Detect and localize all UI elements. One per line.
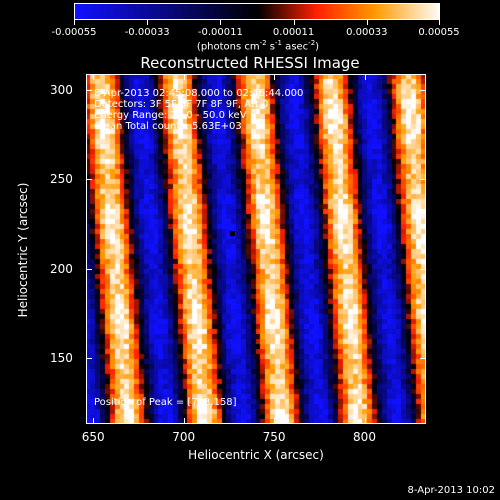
annotation-total-counts: Clean Total counts: 5.63E+03 bbox=[94, 121, 242, 132]
colorbar-tick-label: 0.00033 bbox=[346, 27, 388, 38]
colorbar-tick bbox=[366, 20, 368, 25]
y-axis-label: Heliocentric Y (arcsec) bbox=[16, 182, 30, 318]
y-tick bbox=[86, 268, 92, 270]
y-tick bbox=[86, 179, 92, 181]
x-tick bbox=[93, 74, 95, 80]
x-tick-label: 750 bbox=[262, 430, 286, 444]
annotation-detectors: Detectors: 3F 5F 6F 7F 8F 9F, Att 0 bbox=[94, 99, 269, 110]
x-tick bbox=[183, 74, 185, 80]
y-tick bbox=[420, 90, 426, 92]
colorbar-tick bbox=[293, 20, 295, 25]
colorbar-tick-label: -0.00011 bbox=[197, 27, 243, 38]
y-tick-label: 200 bbox=[50, 261, 73, 276]
y-tick bbox=[420, 268, 426, 270]
y-tick bbox=[420, 179, 426, 181]
x-axis-label: Heliocentric X (arcsec) bbox=[188, 448, 324, 462]
x-tick bbox=[274, 418, 276, 424]
x-tick-label: 650 bbox=[81, 430, 105, 444]
colorbar-tick-label: -0.00033 bbox=[124, 27, 170, 38]
heatmap-image bbox=[86, 74, 426, 424]
y-tick bbox=[86, 357, 92, 359]
x-tick bbox=[93, 418, 95, 424]
x-tick-label: 700 bbox=[172, 430, 196, 444]
y-tick bbox=[86, 90, 92, 92]
colorbar bbox=[74, 3, 440, 20]
peak-position-label: Position of Peak = [743,158] bbox=[94, 397, 237, 408]
chart-title: Reconstructed RHESSI Image bbox=[140, 54, 360, 72]
x-tick bbox=[364, 74, 366, 80]
colorbar-tick-label: 0.00011 bbox=[272, 27, 315, 38]
x-tick bbox=[183, 418, 185, 424]
x-tick bbox=[274, 74, 276, 80]
x-tick-label: 800 bbox=[353, 430, 376, 444]
colorbar-tick bbox=[74, 20, 75, 25]
annotation-energy-range: Energy Range: 25.0 - 50.0 keV bbox=[94, 110, 247, 121]
y-tick-label: 250 bbox=[50, 172, 73, 187]
y-tick bbox=[420, 357, 426, 359]
colorbar-tick bbox=[220, 20, 222, 25]
annotation-time-range: 8-Apr-2013 02:45:08.000 to 02:46:44.000 bbox=[94, 88, 304, 99]
y-tick-label: 300 bbox=[50, 83, 73, 98]
colorbar-tick bbox=[439, 20, 440, 25]
x-tick bbox=[364, 418, 366, 424]
colorbar-gradient bbox=[75, 4, 439, 19]
source-marker bbox=[230, 230, 236, 236]
y-tick-label: 150 bbox=[50, 350, 73, 365]
colorbar-units: (photons cm-2 s-1 asec-2) bbox=[196, 39, 320, 53]
colorbar-tick-label: 0.00055 bbox=[418, 27, 460, 38]
colorbar-tick-label: -0.00055 bbox=[51, 27, 97, 38]
colorbar-tick bbox=[147, 20, 149, 25]
plot-timestamp: 8-Apr-2013 10:02 bbox=[407, 485, 495, 496]
